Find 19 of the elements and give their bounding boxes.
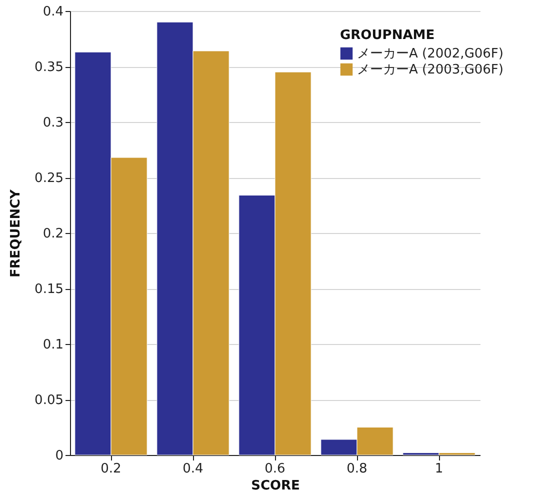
legend-label: メーカーA (2002,G06F) — [357, 46, 504, 62]
y-tick-label: 0.2 — [42, 226, 64, 242]
x-tick-label: 0.2 — [100, 462, 122, 476]
y-tick-label: 0.1 — [42, 338, 64, 352]
x-axis-title: SCORE — [251, 478, 300, 494]
x-tick-label: 1 — [434, 462, 444, 476]
legend-title: GROUPNAME — [340, 28, 435, 43]
x-tick-label: 0.6 — [264, 462, 286, 476]
x-tick-label: 0.4 — [182, 462, 204, 476]
y-tick-label: 0.4 — [42, 4, 64, 20]
y-tick-label: 0.3 — [42, 116, 64, 130]
y-tick-label: 0.25 — [34, 171, 64, 186]
legend-label: メーカーA (2003,G06F) — [357, 62, 504, 78]
y-axis-title: FREQUENCY — [8, 188, 24, 278]
y-tick-label: 0.05 — [34, 393, 64, 408]
y-tick-label: 0.35 — [34, 60, 64, 75]
y-tick-label: 0.15 — [34, 282, 64, 297]
y-tick-label: 0 — [55, 448, 64, 464]
x-tick-label: 0.8 — [346, 462, 368, 476]
